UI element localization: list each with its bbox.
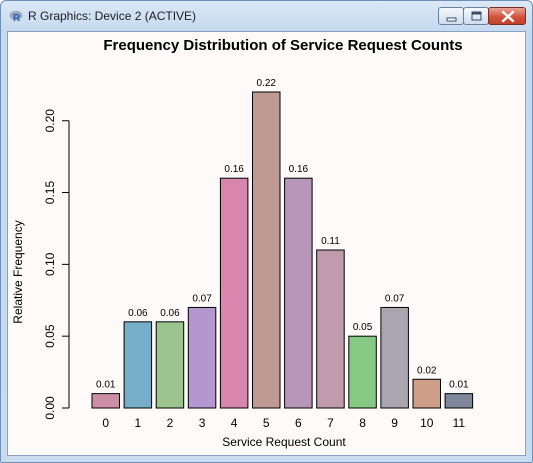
bar	[444, 393, 474, 409]
close-icon	[501, 10, 515, 23]
minimize-icon	[446, 17, 457, 22]
bar	[123, 321, 153, 409]
bar-data-label: 0.22	[257, 78, 277, 89]
bar-data-label: 0.11	[321, 236, 340, 247]
bar-data-label: 0.06	[160, 308, 180, 319]
x-tick-label: 10	[420, 416, 434, 430]
bar	[412, 378, 441, 409]
x-tick-label: 11	[453, 416, 466, 430]
bar	[284, 177, 313, 409]
bar-data-label: 0.07	[192, 293, 212, 304]
maximize-icon	[471, 11, 482, 21]
y-tick-label: 0.10	[43, 252, 57, 276]
x-tick-label: 6	[295, 416, 302, 430]
bar-data-label: 0.02	[417, 365, 437, 376]
bar-data-label: 0.07	[385, 293, 405, 304]
bars-group: 0.01 0.06 0.06 0.07 0.16 0.22 0.16 0.11 0.05 0.07…	[91, 78, 474, 409]
x-tick-label: 8	[359, 416, 366, 430]
x-tick-label: 3	[199, 416, 206, 430]
y-tick-label: 0.05	[43, 324, 57, 348]
minimize-button[interactable]	[438, 7, 464, 25]
x-tick-label: 0	[102, 416, 109, 430]
bar-data-label: 0.16	[289, 164, 309, 175]
y-axis-label: Relative Frequency	[11, 220, 25, 323]
maximize-button[interactable]	[463, 7, 489, 25]
x-tick-label: 1	[135, 416, 142, 430]
x-tick-label: 2	[167, 416, 174, 430]
chart-title: Frequency Distribution of Service Reques…	[103, 37, 462, 54]
y-tick-label: 0.15	[43, 181, 57, 205]
close-button[interactable]	[488, 7, 526, 25]
x-tick-label: 9	[391, 416, 398, 430]
r-logo-icon: R	[9, 10, 23, 23]
bar	[219, 177, 249, 409]
bar-data-label: 0.05	[353, 322, 373, 333]
y-tick-label: 0.20	[43, 109, 57, 133]
x-tick-labels: 0 1 2 3 4 5 6 7 8 9 10 11	[102, 416, 465, 430]
x-tick-label: 4	[231, 416, 238, 430]
bar-data-label: 0.06	[128, 308, 148, 319]
y-tick-label: 0.00	[43, 396, 57, 420]
bar	[316, 249, 345, 409]
bar-data-label: 0.01	[96, 380, 116, 391]
bar-chart: Frequency Distribution of Service Reques…	[11, 37, 474, 449]
x-axis-label: Service Request Count	[222, 435, 346, 449]
bar	[187, 306, 217, 409]
window-title: R Graphics: Device 2 (ACTIVE)	[28, 9, 197, 23]
bar	[155, 321, 185, 409]
bar-data-label: 0.16	[224, 164, 244, 175]
bar-data-label: 0.01	[449, 380, 469, 391]
bar	[91, 393, 120, 409]
bar	[252, 91, 281, 409]
bar	[380, 306, 409, 409]
y-axis: 0.00 0.05 0.10 0.15 0.20	[43, 109, 70, 420]
x-tick-label: 5	[263, 416, 270, 430]
bar	[348, 335, 377, 409]
title-bar[interactable]: R R Graphics: Device 2 (ACTIVE)	[1, 1, 532, 31]
svg-text:R: R	[13, 13, 21, 23]
x-tick-label: 7	[327, 416, 334, 430]
plot-area: Frequency Distribution of Service Reques…	[7, 31, 526, 456]
